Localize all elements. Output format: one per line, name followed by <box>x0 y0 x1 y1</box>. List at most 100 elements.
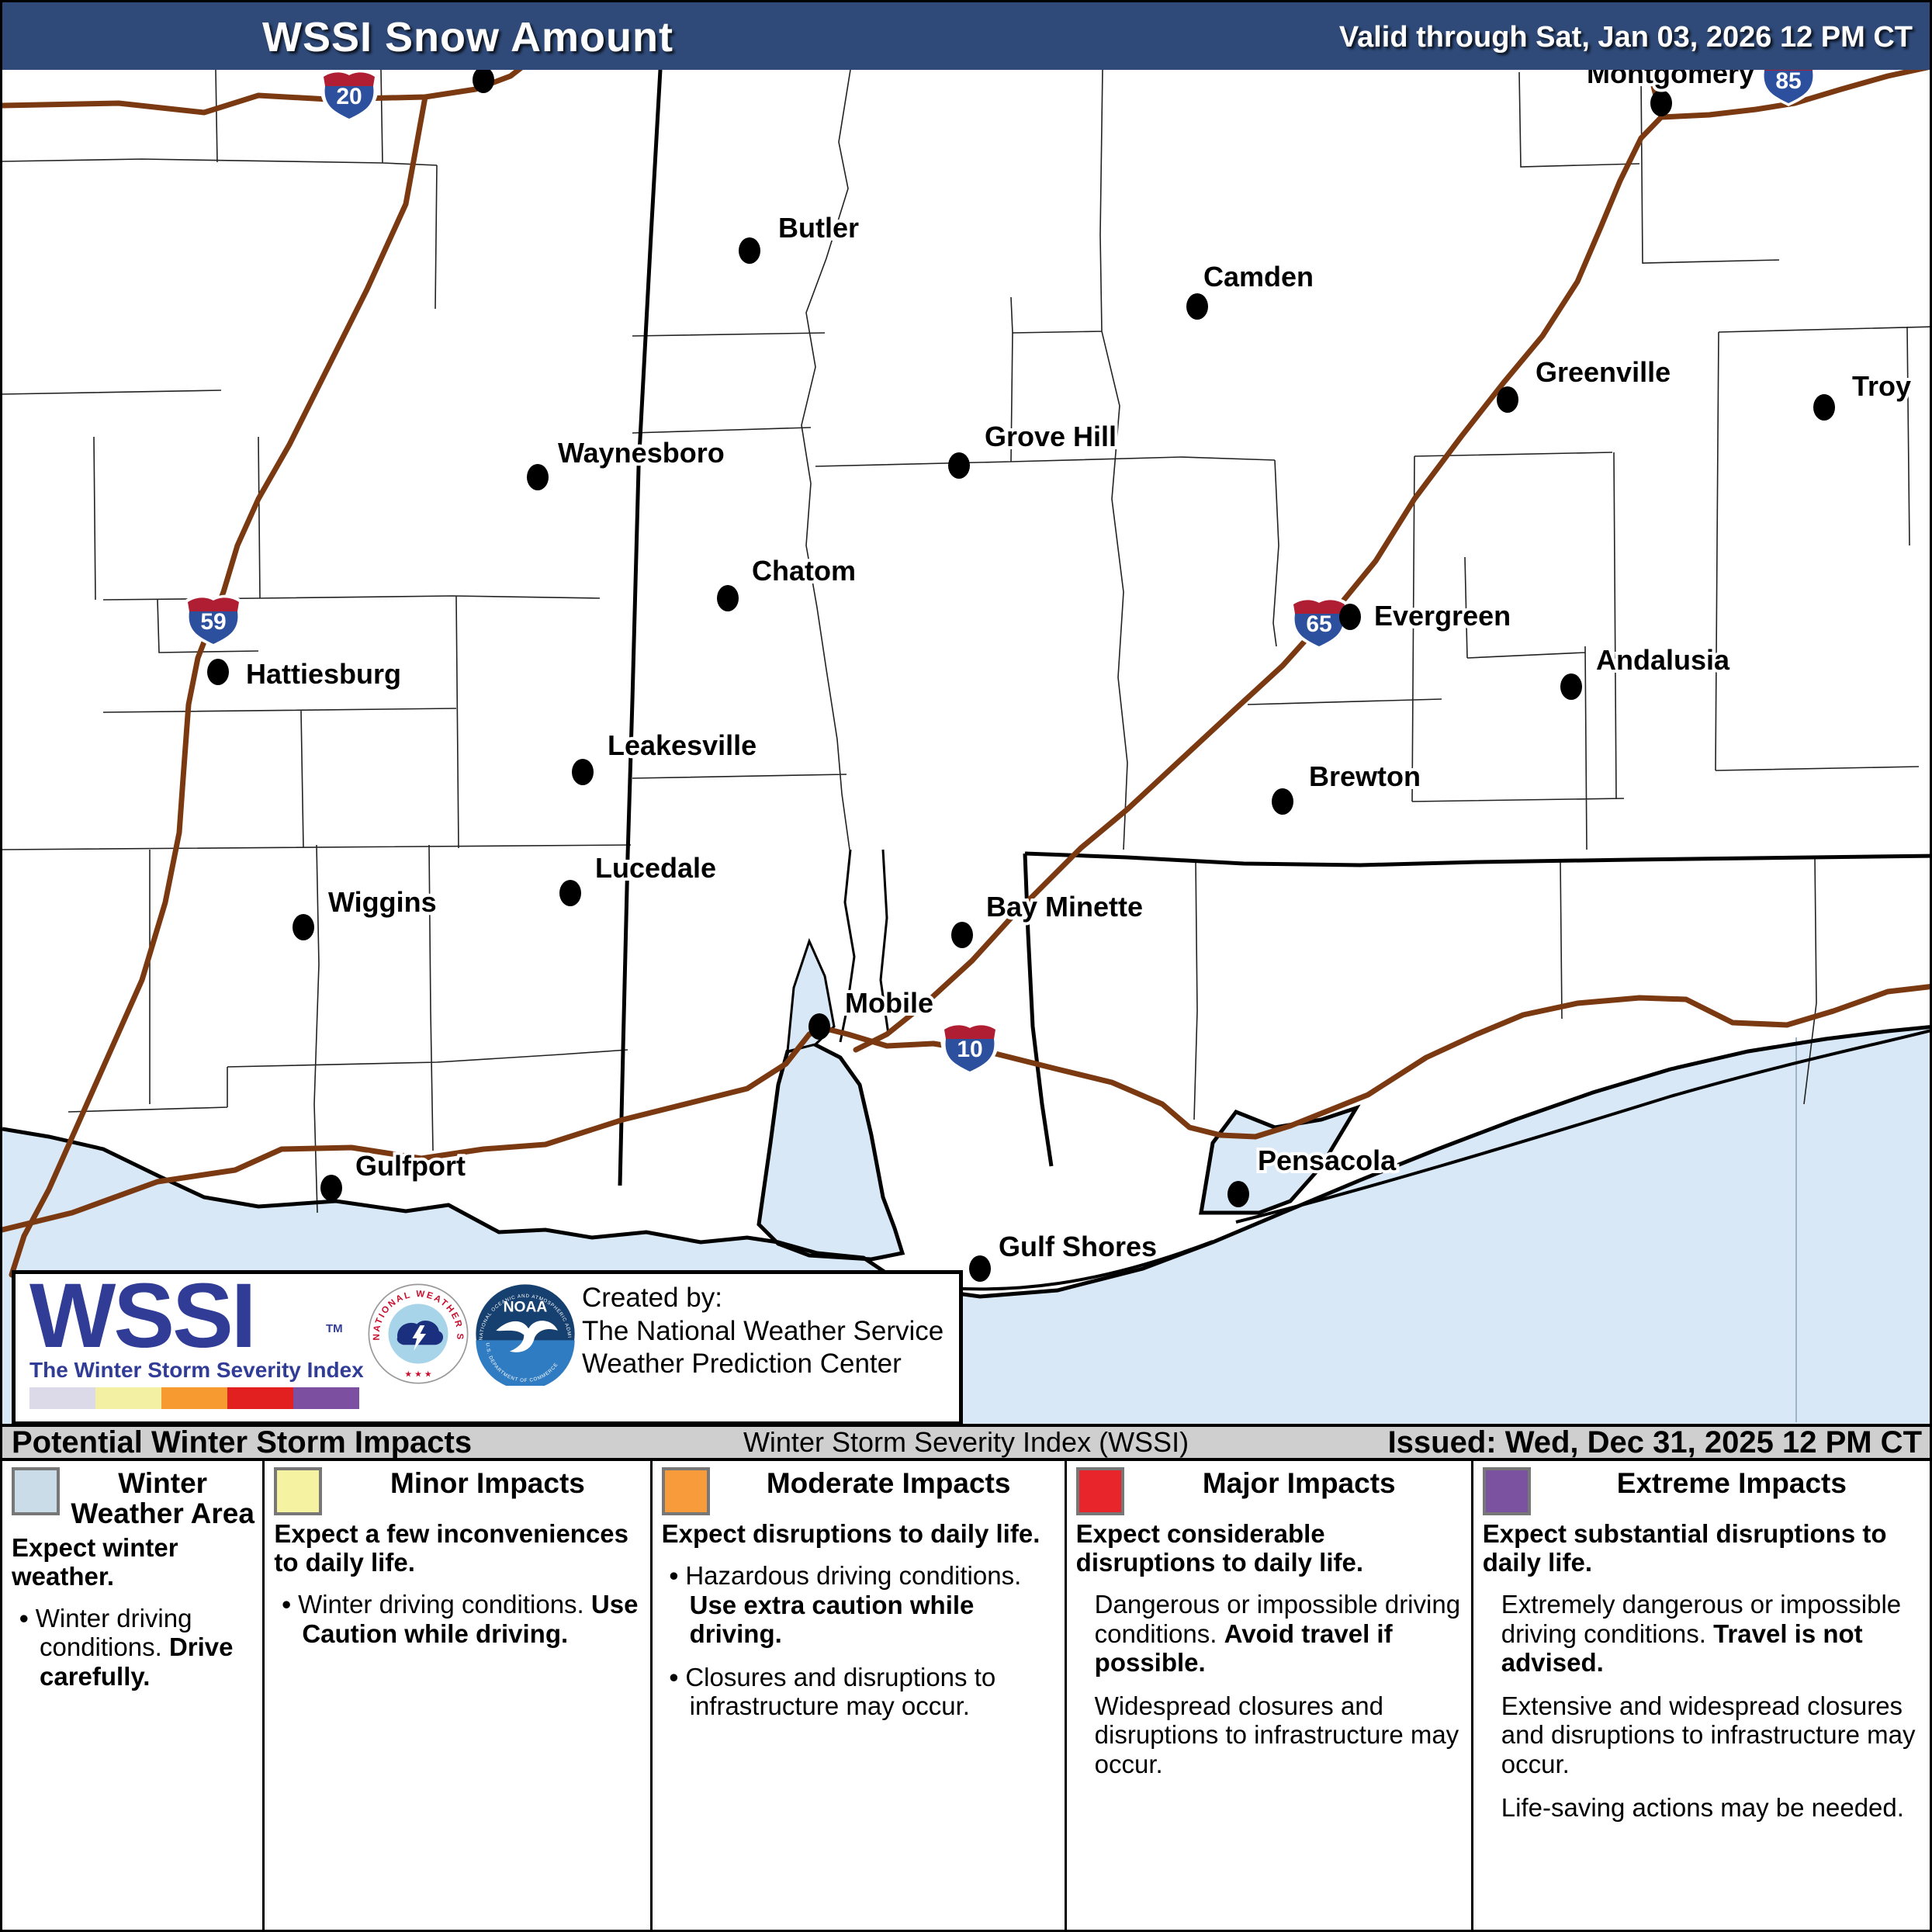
delta-rivers <box>839 849 890 1043</box>
issue-date: Issued: Wed, Dec 31, 2025 12 PM CT <box>1387 1425 1922 1459</box>
city-label: Camden <box>1203 261 1314 293</box>
legend-item: Extremely dangerous or impossible drivin… <box>1501 1589 1902 1678</box>
created-by-block: Created by: The National Weather Service… <box>582 1282 943 1381</box>
legend-column: Winter Weather Area Expect winter weather… <box>2 1461 262 1930</box>
city-label: Leakesville <box>608 729 757 761</box>
interstate-number: 59 <box>200 609 226 635</box>
noaa-label: NOAA <box>504 1300 548 1316</box>
city-marker <box>1497 386 1518 413</box>
city-marker <box>1813 394 1835 421</box>
impact-legend: Winter Weather Area Expect winter weather… <box>2 1461 1930 1930</box>
legend-item: Hazardous driving conditions. Use extra … <box>662 1561 1057 1649</box>
city-label: Gulfport <box>355 1150 466 1182</box>
interstate-number: 10 <box>957 1037 982 1062</box>
created-by-line1: Created by: <box>582 1283 722 1313</box>
legend-intro: Expect considerable disruptions to daily… <box>1075 1519 1364 1577</box>
issue-bar: Potential Winter Storm Impacts Winter St… <box>2 1424 1930 1461</box>
city-marker <box>559 880 581 906</box>
legend-intro: Expect disruptions to daily life. <box>661 1519 1040 1548</box>
road-i59 <box>9 94 428 1278</box>
interstate-shield: 10 <box>940 1022 999 1075</box>
nws-stars: ★ ★ ★ <box>404 1369 432 1379</box>
severity-strip-cell <box>29 1387 95 1409</box>
city-marker <box>1186 293 1208 320</box>
legend-title: Minor Impacts <box>390 1467 585 1499</box>
trademark-symbol: TM <box>326 1322 343 1335</box>
legend-intro: Expect substantial disruptions to daily … <box>1482 1519 1887 1577</box>
issue-bar-subtitle: Winter Storm Severity Index (WSSI) <box>743 1426 1189 1458</box>
city-label: Hattiesburg <box>246 658 401 690</box>
city-marker <box>527 464 549 490</box>
interstate-shields: 20 85 59 65 10 <box>184 54 1818 1075</box>
city-marker <box>473 67 494 93</box>
wssi-tagline: The Winter Storm Severity Index <box>29 1358 364 1382</box>
legend-title: Moderate Impacts <box>766 1467 1011 1499</box>
legend-item: Winter driving conditions. Use Caution w… <box>274 1590 642 1648</box>
impact-swatch <box>12 1467 60 1515</box>
city-label: Mobile <box>845 987 933 1019</box>
city-label: Brewton <box>1309 760 1421 792</box>
legend-item: Life-saving actions may be needed. <box>1501 1792 1904 1822</box>
severity-strip-cell <box>161 1387 227 1409</box>
interstate-number: 85 <box>1775 68 1801 94</box>
city-label: Evergreen <box>1374 600 1511 632</box>
city-label: Wiggins <box>328 886 437 918</box>
interstate-number: 65 <box>1306 611 1331 637</box>
legend-intro: Expect winter weather. <box>12 1532 178 1591</box>
city-marker <box>969 1255 991 1282</box>
legend-title: Winter Weather Area <box>71 1467 254 1529</box>
city-label: Pensacola <box>1258 1144 1397 1176</box>
page-title: WSSI Snow Amount <box>262 14 673 61</box>
city-marker <box>1272 788 1293 815</box>
city-marker <box>207 659 229 685</box>
city-marker <box>808 1013 830 1040</box>
city-marker <box>1650 90 1672 116</box>
legend-item: Closures and disruptions to infrastructu… <box>662 1663 1057 1721</box>
legend-item: Widespread closures and disruptions to i… <box>1094 1691 1459 1778</box>
wssi-severity-strip <box>29 1387 359 1409</box>
road-i65 <box>853 114 1664 1053</box>
city-label: Bay Minette <box>986 891 1143 923</box>
impact-swatch <box>1482 1467 1531 1515</box>
wssi-info-box: WSSI TM The Winter Storm Severity Index … <box>12 1265 963 1425</box>
legend-column: Extreme Impacts Expect substantial disrup… <box>1470 1461 1930 1930</box>
city-label: Butler <box>778 212 859 244</box>
nws-logo-icon: NATIONAL WEATHER SERVICE ★ ★ ★ <box>368 1283 469 1384</box>
created-by-line2: The National Weather Service <box>582 1315 944 1346</box>
city-label: Gulf Shores <box>999 1231 1157 1262</box>
impact-swatch <box>1075 1467 1124 1515</box>
impact-swatch <box>274 1467 323 1515</box>
city-marker <box>572 759 594 785</box>
state-lines <box>618 69 1930 1186</box>
wssi-wordmark: WSSI <box>29 1265 257 1367</box>
severity-strip-cell <box>95 1387 161 1409</box>
city-label: Andalusia <box>1596 644 1730 676</box>
city-marker <box>1227 1181 1249 1207</box>
issue-bar-title: Potential Winter Storm Impacts <box>12 1425 473 1459</box>
city-marker <box>1560 673 1582 700</box>
legend-item: Winter driving conditions. Drive careful… <box>12 1604 254 1691</box>
city-label: Lucedale <box>595 852 716 884</box>
severity-strip-cell <box>293 1387 359 1409</box>
city-marker <box>1339 604 1361 630</box>
coastline <box>2 1025 1930 1299</box>
valid-through-text: Valid through Sat, Jan 03, 2026 12 PM CT <box>1338 21 1913 54</box>
interstate-number: 20 <box>336 84 362 109</box>
county-lines <box>2 69 1930 1214</box>
created-by-line3: Weather Prediction Center <box>582 1349 902 1380</box>
interstate-shield: 65 <box>1290 597 1349 649</box>
city-marker <box>948 452 970 479</box>
city-label: Chatom <box>752 555 856 587</box>
legend-column: Moderate Impacts Expect disruptions to da… <box>649 1461 1065 1930</box>
road-i10 <box>2 984 1930 1233</box>
legend-item: Dangerous or impossible driving conditio… <box>1094 1589 1461 1678</box>
legend-title: Extreme Impacts <box>1616 1467 1847 1499</box>
severity-strip-cell <box>227 1387 293 1409</box>
city-label: Waynesboro <box>558 437 725 469</box>
city-label: Grove Hill <box>985 421 1117 452</box>
legend-intro: Expect a few inconveniences to daily lif… <box>274 1519 629 1577</box>
city-marker <box>293 914 314 940</box>
city-marker <box>739 237 760 264</box>
